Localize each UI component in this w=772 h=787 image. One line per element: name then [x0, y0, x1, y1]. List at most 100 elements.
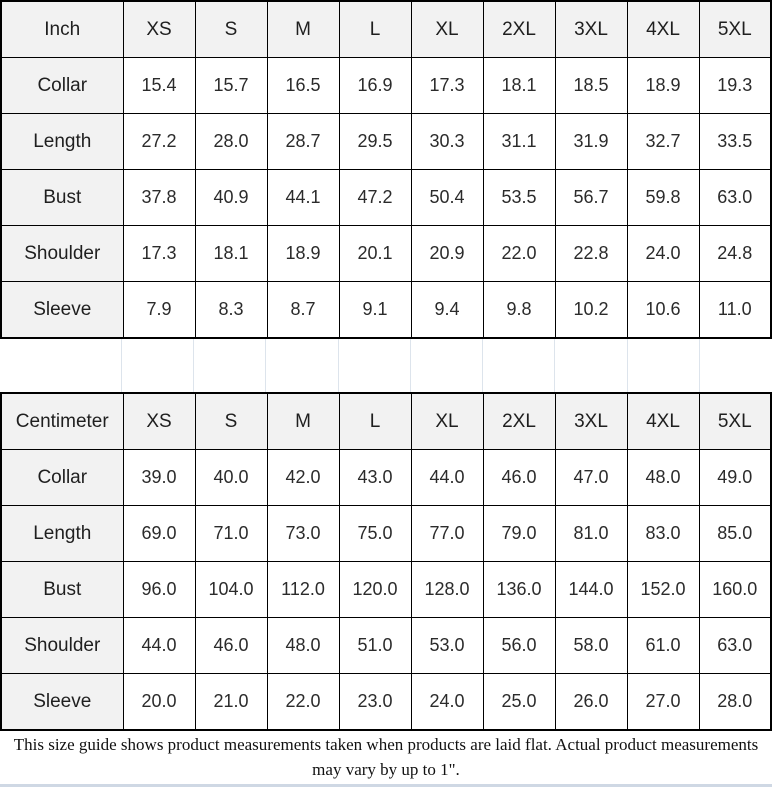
table-gap — [0, 339, 772, 392]
measurement-value-cell: 59.8 — [626, 169, 700, 226]
gap-cell — [700, 339, 772, 392]
size-column-header: XL — [410, 392, 484, 450]
measurement-value-cell: 7.9 — [122, 281, 196, 339]
measurement-value-cell: 16.9 — [338, 57, 412, 114]
table-row: Shoulder 17.3 18.1 18.9 20.1 20.9 22.0 22.8 24.0… — [0, 225, 772, 282]
table-row: Shoulder 44.0 46.0 48.0 51.0 53.0 56.0 58.0 61.0… — [0, 617, 772, 674]
measurement-value-cell: 29.5 — [338, 113, 412, 170]
measurement-value-cell: 28.0 — [698, 673, 772, 731]
measurement-value-cell: 40.0 — [194, 449, 268, 506]
size-column-header: L — [338, 392, 412, 450]
measurement-value-cell: 17.3 — [410, 57, 484, 114]
measurement-row-label: Length — [0, 505, 124, 562]
measurement-value-cell: 25.0 — [482, 673, 556, 731]
measurement-value-cell: 56.0 — [482, 617, 556, 674]
measurement-value-cell: 21.0 — [194, 673, 268, 731]
centimeter-size-table: Centimeter XS S M L XL 2XL 3XL 4XL 5XL Collar 39.0 4… — [0, 392, 772, 731]
measurement-value-cell: 18.9 — [266, 225, 340, 282]
measurement-value-cell: 8.7 — [266, 281, 340, 339]
gap-cell — [483, 339, 556, 392]
measurement-value-cell: 128.0 — [410, 561, 484, 618]
measurement-value-cell: 44.0 — [410, 449, 484, 506]
measurement-value-cell: 10.6 — [626, 281, 700, 339]
gap-cell — [122, 339, 195, 392]
measurement-value-cell: 32.7 — [626, 113, 700, 170]
measurement-value-cell: 96.0 — [122, 561, 196, 618]
measurement-value-cell: 18.1 — [482, 57, 556, 114]
table-row: Bust 96.0 104.0 112.0 120.0 128.0 136.0 144.0 15… — [0, 561, 772, 618]
measurement-value-cell: 33.5 — [698, 113, 772, 170]
measurement-value-cell: 58.0 — [554, 617, 628, 674]
size-column-header: 4XL — [626, 392, 700, 450]
header-row: Inch XS S M L XL 2XL 3XL 4XL 5XL — [0, 0, 772, 58]
gap-cell — [628, 339, 700, 392]
table-row: Collar 39.0 40.0 42.0 43.0 44.0 46.0 47.0 48.0 49… — [0, 449, 772, 506]
table-row: Length 69.0 71.0 73.0 75.0 77.0 79.0 81.0 83.0 85… — [0, 505, 772, 562]
table-row: Length 27.2 28.0 28.7 29.5 30.3 31.1 31.9 32.7 33… — [0, 113, 772, 170]
size-column-header: 3XL — [554, 0, 628, 58]
measurement-row-label: Collar — [0, 57, 124, 114]
measurement-row-label: Bust — [0, 169, 124, 226]
measurement-value-cell: 15.7 — [194, 57, 268, 114]
measurement-value-cell: 77.0 — [410, 505, 484, 562]
table-row: Collar 15.4 15.7 16.5 16.9 17.3 18.1 18.5 18.9 19… — [0, 57, 772, 114]
measurement-row-label: Sleeve — [0, 281, 124, 339]
measurement-value-cell: 53.0 — [410, 617, 484, 674]
measurement-row-label: Bust — [0, 561, 124, 618]
measurement-value-cell: 48.0 — [626, 449, 700, 506]
measurement-value-cell: 81.0 — [554, 505, 628, 562]
size-column-header: 5XL — [698, 0, 772, 58]
measurement-value-cell: 24.8 — [698, 225, 772, 282]
measurement-value-cell: 44.1 — [266, 169, 340, 226]
size-column-header: 5XL — [698, 392, 772, 450]
measurement-value-cell: 61.0 — [626, 617, 700, 674]
measurement-value-cell: 144.0 — [554, 561, 628, 618]
measurement-value-cell: 47.0 — [554, 449, 628, 506]
gap-cell — [555, 339, 628, 392]
measurement-value-cell: 22.0 — [482, 225, 556, 282]
measurement-value-cell: 53.5 — [482, 169, 556, 226]
measurement-value-cell: 24.0 — [626, 225, 700, 282]
measurement-row-label: Shoulder — [0, 225, 124, 282]
measurement-value-cell: 39.0 — [122, 449, 196, 506]
measurement-value-cell: 120.0 — [338, 561, 412, 618]
measurement-value-cell: 49.0 — [698, 449, 772, 506]
measurement-value-cell: 26.0 — [554, 673, 628, 731]
unit-header: Inch — [0, 0, 124, 58]
measurement-row-label: Shoulder — [0, 617, 124, 674]
measurement-value-cell: 79.0 — [482, 505, 556, 562]
gap-cell — [194, 339, 267, 392]
measurement-value-cell: 85.0 — [698, 505, 772, 562]
measurement-value-cell: 56.7 — [554, 169, 628, 226]
measurement-value-cell: 9.8 — [482, 281, 556, 339]
measurement-value-cell: 30.3 — [410, 113, 484, 170]
measurement-value-cell: 63.0 — [698, 617, 772, 674]
measurement-value-cell: 18.9 — [626, 57, 700, 114]
measurement-value-cell: 83.0 — [626, 505, 700, 562]
header-row: Centimeter XS S M L XL 2XL 3XL 4XL 5XL — [0, 392, 772, 450]
measurement-value-cell: 51.0 — [338, 617, 412, 674]
measurement-value-cell: 20.1 — [338, 225, 412, 282]
measurement-row-label: Collar — [0, 449, 124, 506]
size-column-header: XL — [410, 0, 484, 58]
size-column-header: S — [194, 0, 268, 58]
size-column-header: S — [194, 392, 268, 450]
measurement-value-cell: 31.1 — [482, 113, 556, 170]
table-row: Bust 37.8 40.9 44.1 47.2 50.4 53.5 56.7 59.8 63.0 — [0, 169, 772, 226]
measurement-value-cell: 17.3 — [122, 225, 196, 282]
table-row: Sleeve 7.9 8.3 8.7 9.1 9.4 9.8 10.2 10.6 11.0 — [0, 281, 772, 339]
measurement-row-label: Length — [0, 113, 124, 170]
measurement-value-cell: 16.5 — [266, 57, 340, 114]
measurement-value-cell: 22.8 — [554, 225, 628, 282]
measurement-value-cell: 48.0 — [266, 617, 340, 674]
measurement-value-cell: 160.0 — [698, 561, 772, 618]
measurement-value-cell: 28.7 — [266, 113, 340, 170]
measurement-note: This size guide shows product measuremen… — [13, 735, 759, 779]
measurement-value-cell: 20.9 — [410, 225, 484, 282]
gap-cell — [0, 339, 122, 392]
measurement-value-cell: 136.0 — [482, 561, 556, 618]
measurement-value-cell: 50.4 — [410, 169, 484, 226]
measurement-value-cell: 73.0 — [266, 505, 340, 562]
measurement-value-cell: 43.0 — [338, 449, 412, 506]
